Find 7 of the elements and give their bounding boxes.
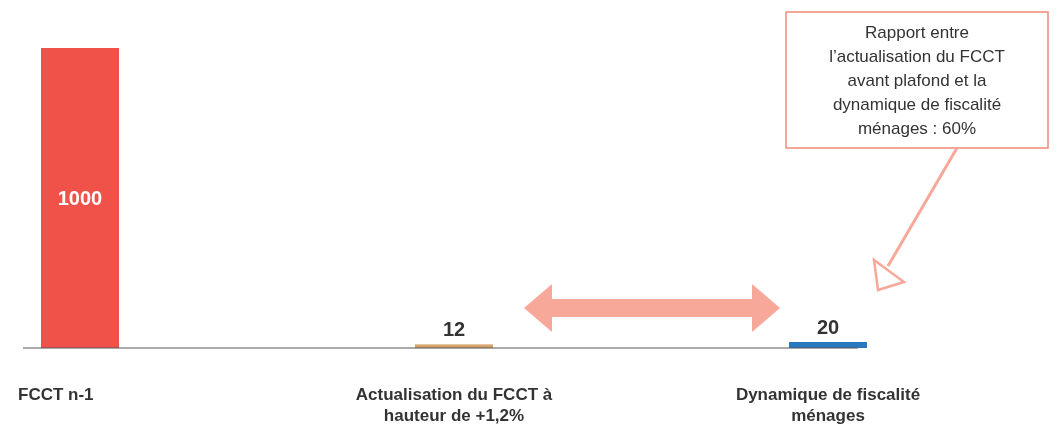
x-tick-label: FCCT n-1 <box>18 385 94 404</box>
data-label: 20 <box>816 316 840 338</box>
data-label: 1000 <box>57 187 103 209</box>
annotation: Rapport entre l’actualisation du FCCT avant plafond et la dynamique de fiscalité ménages : 60% <box>829 23 1005 138</box>
x-tick-label: Dynamique de fiscalité ménages <box>735 385 921 425</box>
x-tick-label: Actualisation du FCCT à hauteur de +1,2% <box>355 385 553 425</box>
data-label: 12 <box>442 318 466 341</box>
